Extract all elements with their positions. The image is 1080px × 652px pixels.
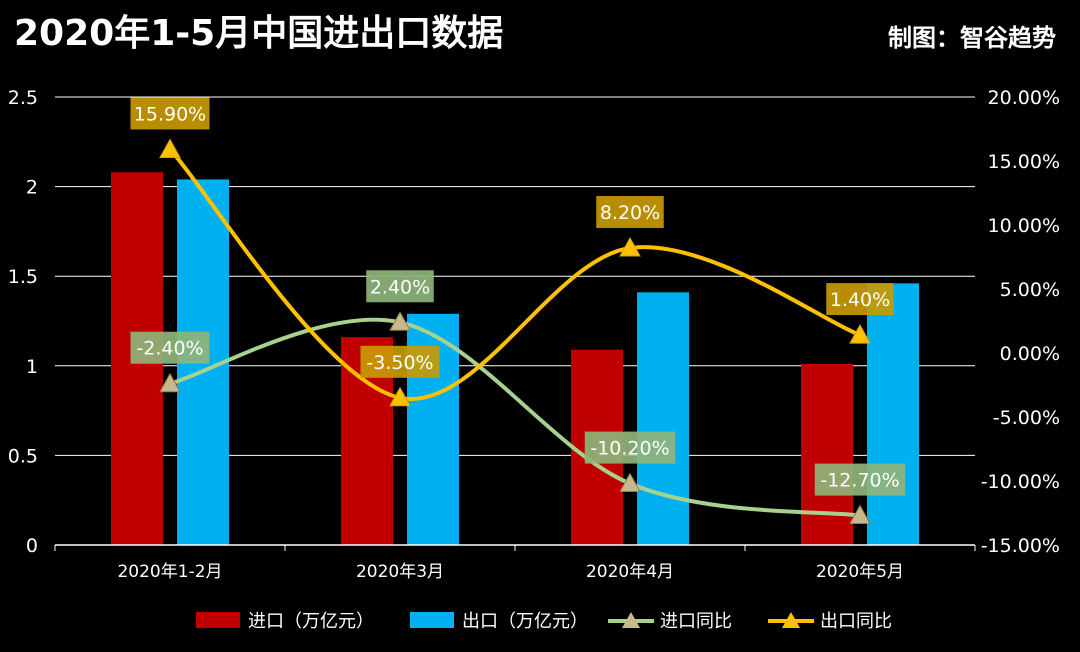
data-label-box [130,97,210,130]
axes: 0 0.5 1 1.5 2 2.5 -15.00% -10.00% -5.00% 0.00% 5.0… [8,87,1060,582]
legend-swatch [196,612,240,628]
y-right-tick-label: 15.00% [988,151,1060,173]
data-label-text: 8.20% [600,202,660,224]
export-yoy-data-label: 8.20% [596,196,664,229]
export-yoy-marker [849,324,871,344]
legend-item: 出口（万亿元） [410,611,588,632]
y-left-tick-label: 0.5 [8,445,38,467]
import-bar [801,364,853,545]
y-left-tick-label: 0 [26,535,38,557]
legend-label: 出口（万亿元） [462,611,588,632]
export-yoy-marker [159,138,181,158]
y-right-tick-label: -15.00% [981,535,1060,557]
export-yoy-marker [389,386,411,407]
export-yoy-data-label: 15.90% [130,97,210,130]
legend: 进口（万亿元） 出口（万亿元） 进口同比 出口同比 [196,611,892,632]
import-yoy-data-label: -2.40% [130,331,210,364]
legend-item: 进口同比 [608,611,732,632]
import-yoy-line [168,317,862,518]
chart-credit: 制图：智谷趋势 [888,24,1056,52]
legend-swatch [410,612,454,628]
data-label-box [596,196,664,229]
y-left-tick-label: 1 [26,356,38,378]
data-label-box [366,270,434,303]
legend-item: 进口（万亿元） [196,611,374,632]
x-tick-label: 2020年4月 [586,562,674,582]
import-yoy-marker [159,372,181,393]
data-label-box [130,331,210,364]
x-tick-label: 2020年3月 [356,562,444,582]
data-label-text: -3.50% [366,352,433,374]
line-series [159,138,871,525]
legend-label: 进口（万亿元） [248,611,374,632]
import-yoy-data-label: 2.40% [366,270,434,303]
legend-marker [782,612,800,628]
legend-item: 出口同比 [768,611,892,632]
y-right-tick-label: 20.00% [988,87,1060,109]
data-labels: -2.40% 2.40% -10.20% -12.70% 15.90% -3.50% 8.2… [130,97,906,496]
import-yoy-marker [619,472,641,493]
data-label-box [360,345,440,378]
import-yoy-data-label: -10.20% [584,431,676,464]
data-label-text: 15.90% [134,103,206,125]
data-label-box [826,283,894,316]
y-right-tick-label: 10.00% [988,215,1060,237]
y-right-tick-label: 0.00% [1000,343,1060,365]
data-label-text: 2.40% [370,276,430,298]
export-yoy-marker [619,237,641,257]
y-right-tick-label: -10.00% [981,471,1060,493]
export-yoy-data-label: -3.50% [360,345,440,378]
data-label-box [814,463,906,496]
y-left-tick-label: 1.5 [8,266,38,288]
legend-label: 进口同比 [660,611,732,632]
export-bar [637,292,689,545]
data-label-text: -10.20% [590,438,669,460]
x-tick-label: 2020年1-2月 [117,562,222,582]
chart-title: 2020年1-5月中国进出口数据 [14,13,504,54]
data-label-box [584,431,676,464]
y-right-tick-label: 5.00% [1000,279,1060,301]
import-yoy-data-label: -12.70% [814,463,906,496]
export-yoy-data-label: 1.40% [826,283,894,316]
export-yoy-line [168,147,862,401]
data-label-text: -2.40% [136,338,203,360]
x-tick-label: 2020年5月 [816,562,904,582]
y-right-tick-label: -5.00% [993,407,1060,429]
import-yoy-marker [389,311,411,331]
data-label-text: 1.40% [830,289,890,311]
y-left-tick-label: 2 [26,177,38,199]
y-left-tick-label: 2.5 [8,87,38,109]
import-yoy-marker [849,504,871,525]
data-label-text: -12.70% [820,470,899,492]
export-bar [867,283,919,545]
legend-label: 出口同比 [820,611,892,632]
legend-marker [622,612,640,628]
